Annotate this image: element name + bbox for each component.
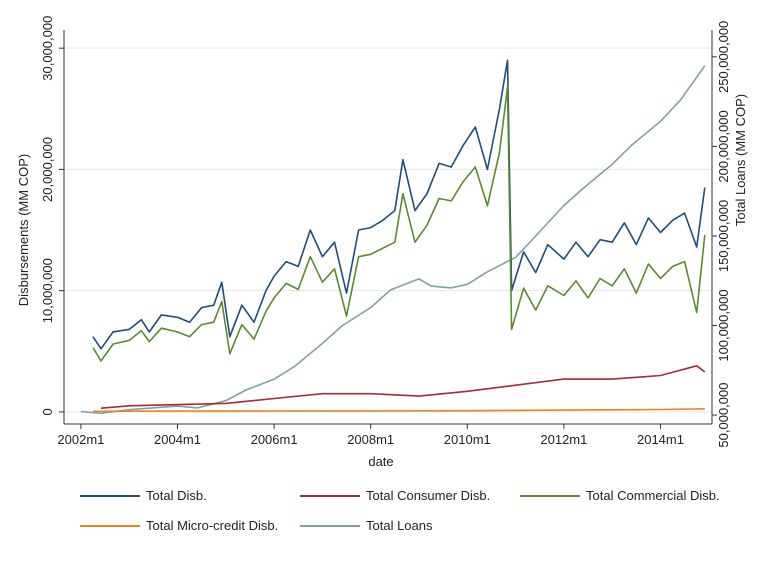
right-axis-title: Total Loans (MM COP) xyxy=(733,94,748,226)
series-line-total-consumer-disb xyxy=(100,364,706,409)
left-tick-label: 30,000,000 xyxy=(40,16,55,81)
series-line-total-commercial-disb xyxy=(92,86,706,362)
left-axis-title: Disbursements (MM COP) xyxy=(16,154,31,306)
x-axis-ticks: 2002m1 2004m1 2006m1 2008m1 2010m1 2012m1 2014… xyxy=(57,424,684,447)
right-tick-label: 50,000,000 xyxy=(716,383,731,448)
axes xyxy=(63,30,713,425)
x-tick-label: 2012m1 xyxy=(540,432,587,447)
legend-item: Total Micro-credit Disb. xyxy=(80,518,278,533)
right-tick-label: 250,000,000 xyxy=(716,21,731,93)
legend-label: Total Commercial Disb. xyxy=(586,488,720,503)
legend-label: Total Disb. xyxy=(146,488,207,503)
x-tick-label: 2010m1 xyxy=(444,432,491,447)
gridlines xyxy=(64,47,712,413)
legend: Total Disb. Total Consumer Disb. Total Com… xyxy=(80,488,720,533)
left-tick-label: 20,000,000 xyxy=(40,137,55,202)
x-axis-title: date xyxy=(368,454,393,469)
legend-item: Total Commercial Disb. xyxy=(520,488,720,503)
left-tick-label: 10,000,000 xyxy=(40,258,55,323)
x-tick-label: 2006m1 xyxy=(251,432,298,447)
x-tick-label: 2002m1 xyxy=(57,432,104,447)
legend-label: Total Micro-credit Disb. xyxy=(146,518,278,533)
left-tick-label: 0 xyxy=(40,408,55,415)
legend-item: Total Disb. xyxy=(80,488,207,503)
series-layer xyxy=(80,59,706,415)
legend-label: Total Loans xyxy=(366,518,433,533)
series-line-total-micro-credit-disb xyxy=(92,408,705,413)
left-axis-ticks: 0 10,000,000 20,000,000 30,000,000 xyxy=(40,16,64,415)
right-tick-label: 100,000,000 xyxy=(716,289,731,361)
x-tick-label: 2014m1 xyxy=(637,432,684,447)
legend-label: Total Consumer Disb. xyxy=(366,488,490,503)
x-tick-label: 2004m1 xyxy=(154,432,201,447)
right-tick-label: 150,000,000 xyxy=(716,200,731,272)
legend-item: Total Loans xyxy=(300,518,433,533)
right-axis-ticks: 50,000,000 100,000,000 150,000,000 200,000,… xyxy=(712,21,731,448)
legend-item: Total Consumer Disb. xyxy=(300,488,490,503)
series-line-total-loans xyxy=(80,65,706,415)
x-tick-label: 2008m1 xyxy=(347,432,394,447)
series-line-total-disb xyxy=(92,59,706,350)
right-tick-label: 200,000,000 xyxy=(716,110,731,182)
